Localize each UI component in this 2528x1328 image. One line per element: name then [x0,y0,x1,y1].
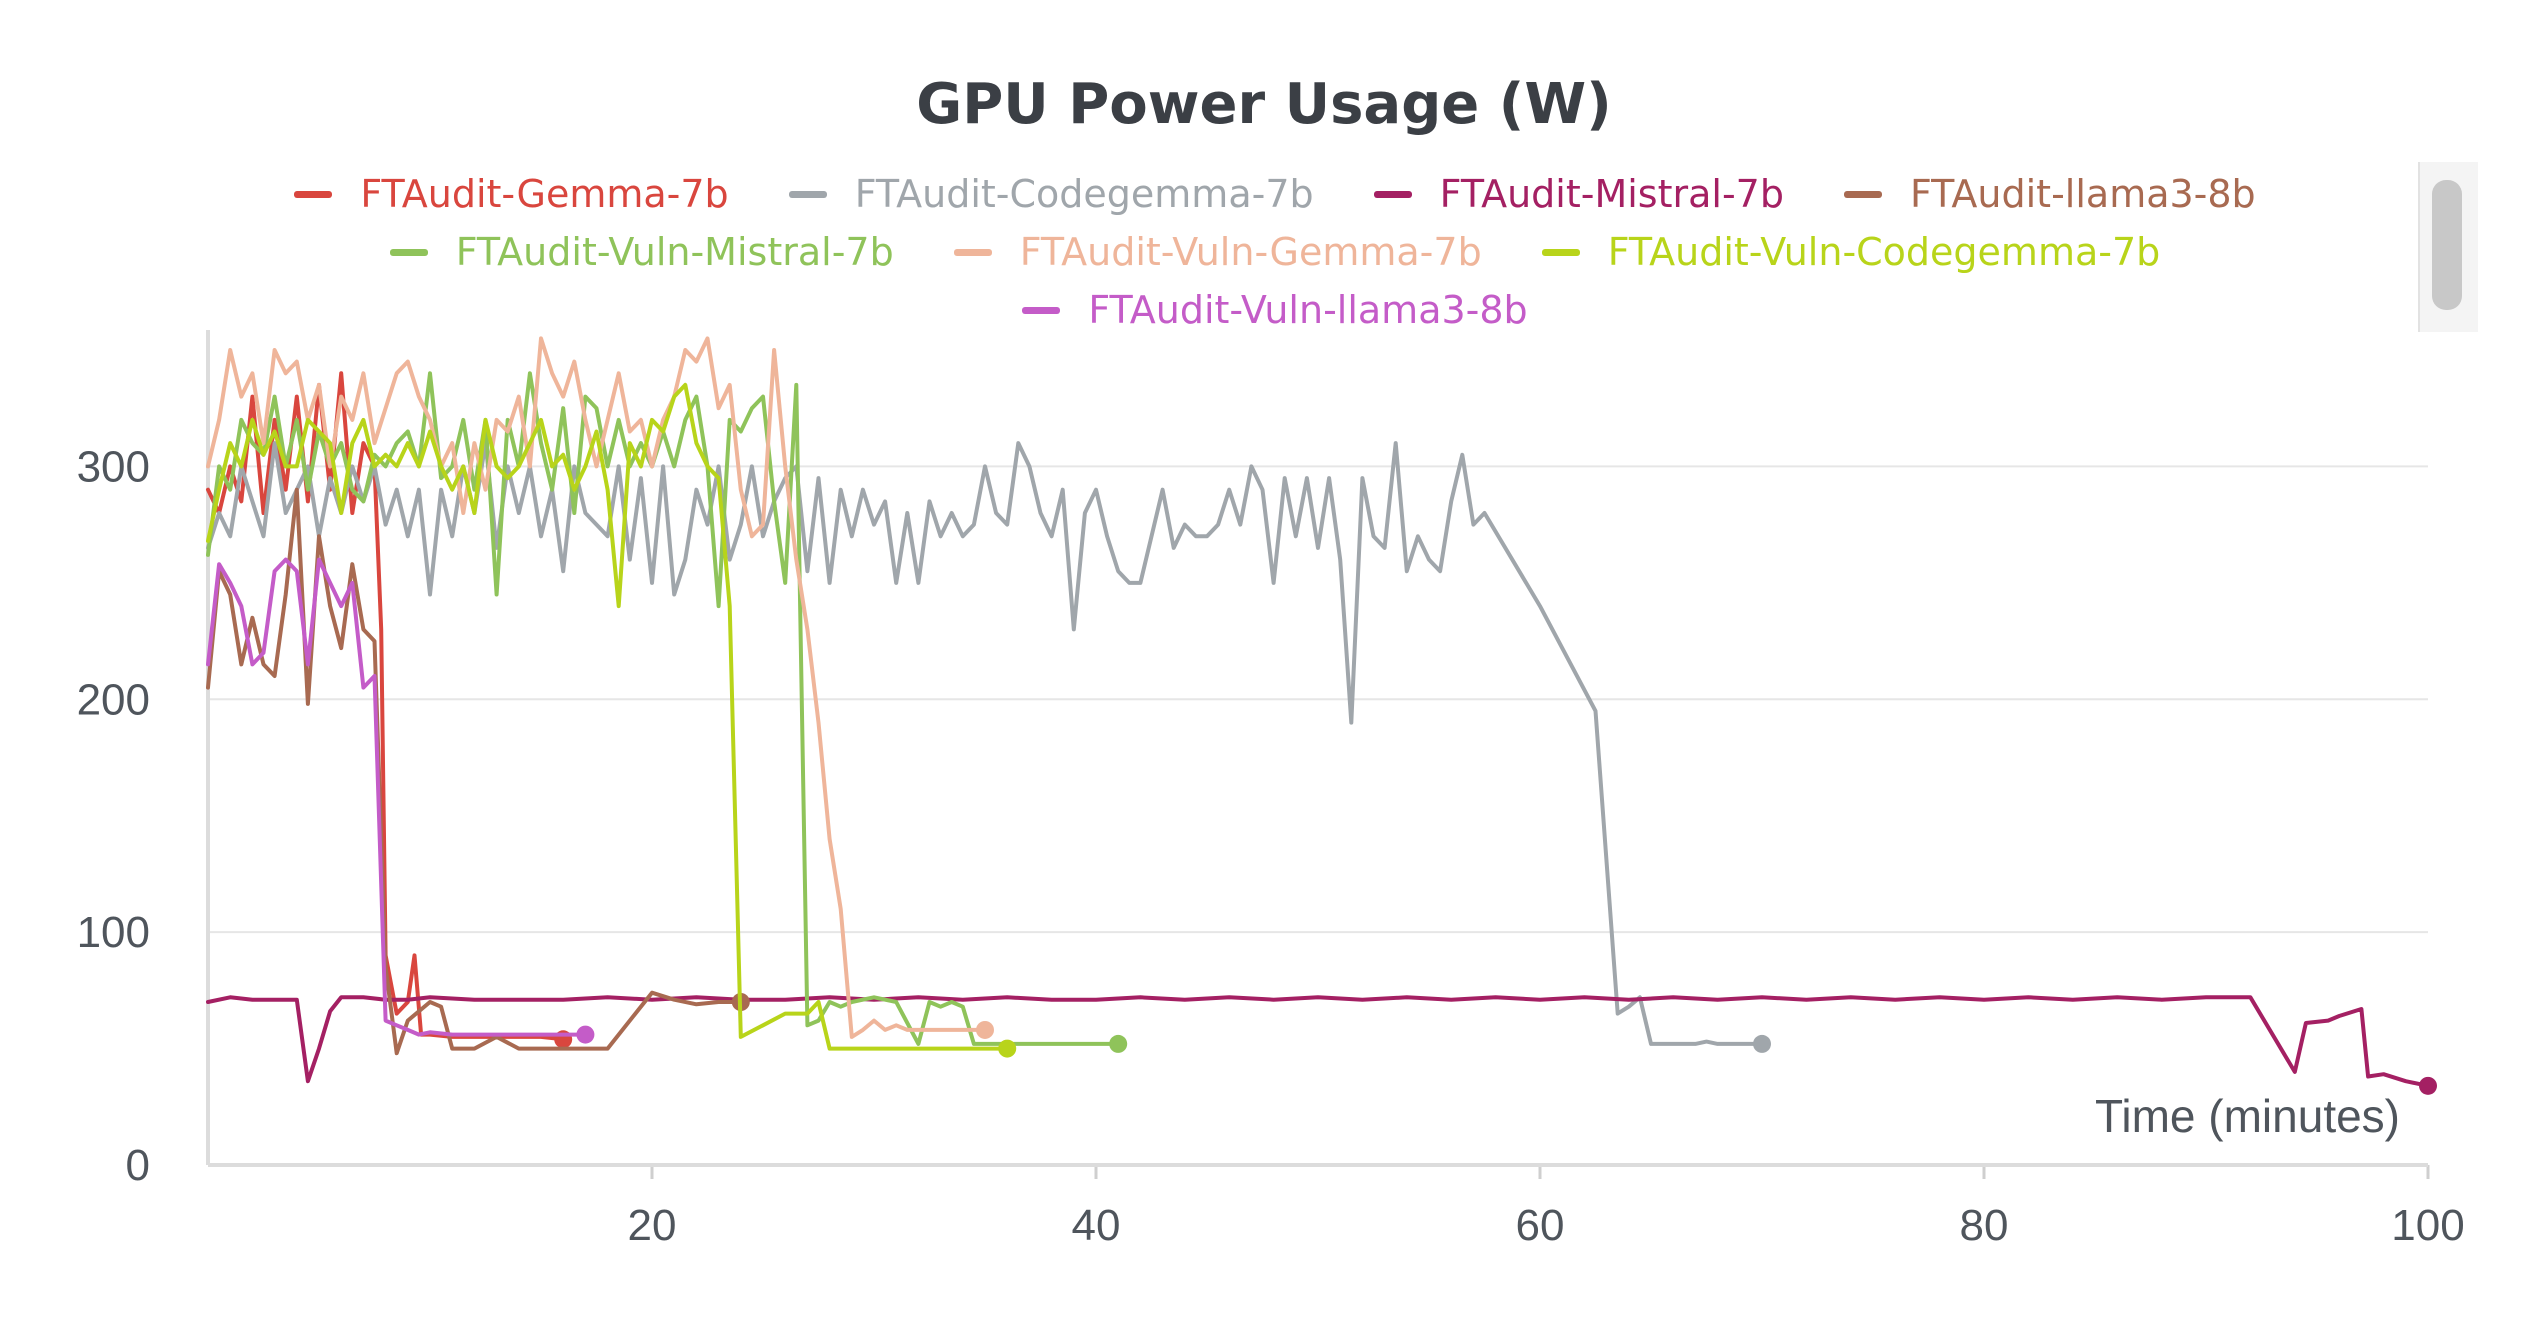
x-axis-title: Time (minutes) [2095,1090,2400,1142]
x-tick-label: 40 [1072,1201,1121,1250]
series-line[interactable] [206,557,588,1037]
legend-label: FTAudit-Vuln-Codegemma-7b [1607,230,2161,274]
series-line[interactable] [206,382,1010,1051]
series-ftaudit-llama3-8b[interactable] [206,487,750,1056]
legend-swatch [1843,190,1882,198]
legend-row-2: FTAudit-Vuln-Mistral-7b FTAudit-Vuln-Gemm… [150,223,2400,281]
series-ftaudit-codegemma-7b[interactable] [206,441,1771,1053]
series-end-marker[interactable] [2419,1076,2437,1095]
series-end-marker[interactable] [998,1039,1017,1058]
legend-label: FTAudit-Vuln-llama3-8b [1088,288,1528,332]
legend-swatch [1373,190,1412,198]
legend-scroll-thumb[interactable] [2432,180,2462,310]
series-line[interactable] [206,487,743,1056]
legend-row-1: FTAudit-Gemma-7b FTAudit-Codegemma-7b FTAu… [150,165,2400,223]
axis-layer: 0 100 200 300 20 40 60 80 100 [77,330,2465,1250]
legend-item[interactable]: FTAudit-Mistral-7b [1373,172,1784,216]
series-end-marker[interactable] [976,1020,994,1039]
series-line[interactable] [206,995,2430,1088]
legend-item[interactable]: FTAudit-Vuln-Gemma-7b [953,230,1482,274]
legend: FTAudit-Gemma-7b FTAudit-Codegemma-7b FTAu… [150,165,2400,339]
series-end-marker[interactable] [1109,1034,1128,1053]
legend-swatch [294,190,333,198]
legend-label: FTAudit-Vuln-Gemma-7b [1019,230,1482,274]
legend-item[interactable]: FTAudit-llama3-8b [1843,172,2256,216]
x-tick-label: 60 [1516,1201,1565,1250]
y-tick-label: 100 [77,908,150,957]
series-ftaudit-vuln-codegemma-7b[interactable] [206,382,1017,1058]
x-tick-label: 20 [628,1201,677,1250]
legend-row-3: FTAudit-Vuln-llama3-8b [150,281,2400,339]
legend-item[interactable]: FTAudit-Vuln-llama3-8b [1022,288,1528,332]
legend-swatch [953,248,992,256]
series-end-marker[interactable] [1753,1034,1771,1053]
legend-item[interactable]: FTAudit-Gemma-7b [294,172,729,216]
legend-item[interactable]: FTAudit-Codegemma-7b [788,172,1314,216]
legend-swatch [1022,306,1061,314]
chart-title: GPU Power Usage (W) [916,72,1612,137]
legend-label: FTAudit-llama3-8b [1909,172,2256,216]
x-tick-label: 80 [1960,1201,2009,1250]
series-line[interactable] [206,441,1764,1046]
y-tick-label: 200 [77,675,150,724]
series-ftaudit-vuln-llama3-8b[interactable] [206,557,595,1044]
legend-label: FTAudit-Codegemma-7b [854,172,1314,216]
series-ftaudit-mistral-7b[interactable] [206,995,2437,1095]
series-ftaudit-vuln-gemma-7b[interactable] [206,336,994,1039]
y-tick-label: 300 [77,442,150,491]
legend-swatch [1541,248,1580,256]
legend-swatch [788,190,827,198]
legend-scrollbar[interactable] [2418,162,2478,332]
legend-label: FTAudit-Gemma-7b [360,172,729,216]
series-layer [206,336,2437,1095]
y-tick-label: 0 [126,1141,150,1190]
series-ftaudit-gemma-7b[interactable] [206,371,573,1049]
legend-swatch [389,248,428,256]
series-end-marker[interactable] [576,1025,595,1044]
legend-item[interactable]: FTAudit-Vuln-Codegemma-7b [1541,230,2161,274]
legend-label: FTAudit-Vuln-Mistral-7b [455,230,894,274]
series-line[interactable] [206,371,566,1042]
x-tick-label: 100 [2391,1201,2464,1250]
legend-label: FTAudit-Mistral-7b [1439,172,1784,216]
legend-item[interactable]: FTAudit-Vuln-Mistral-7b [389,230,894,274]
